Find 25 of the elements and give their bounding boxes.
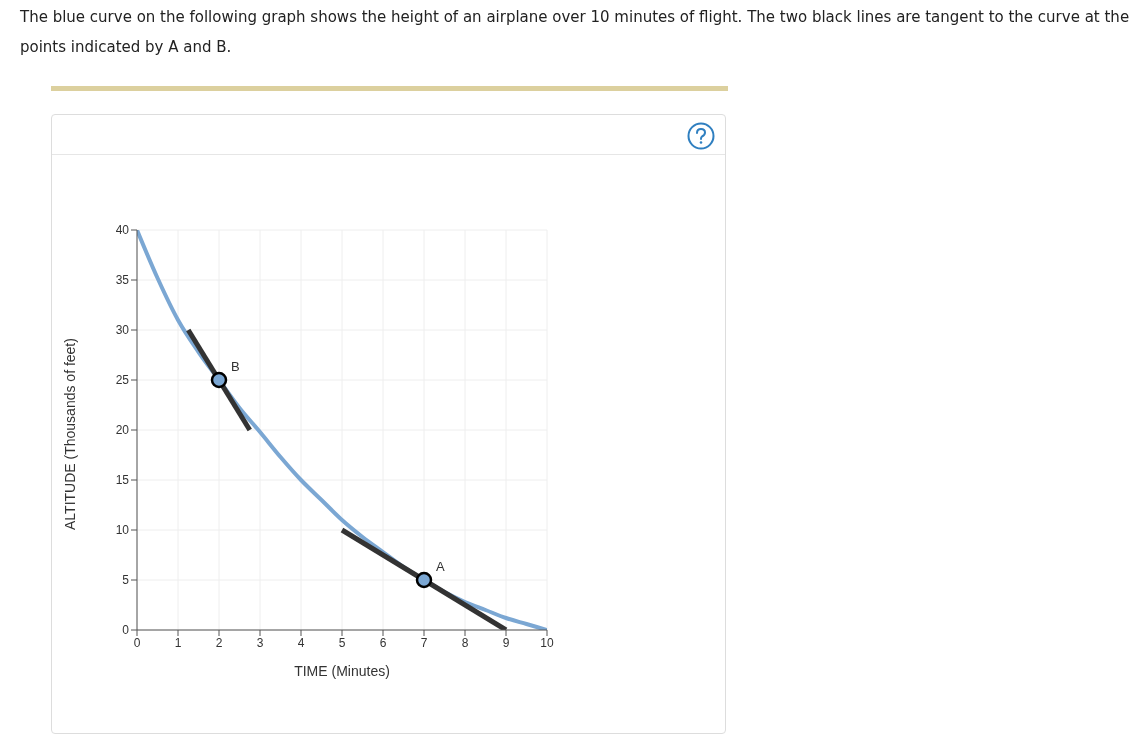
x-tick-label: 6 <box>379 635 387 650</box>
annotation: B <box>231 359 240 374</box>
chart-title: The blue curve on the following graph shows the height of an airplane over 10 minutes of flight. The two black lines are tangent to the curve at the points indicated by A and B. <box>19 7 1131 58</box>
x-tick-label: 4 <box>297 635 305 650</box>
y-tick-label: 30 <box>115 323 130 338</box>
y-tick-label: 35 <box>115 273 130 288</box>
y-tick-label: 15 <box>115 473 130 488</box>
x-axis-title: TIME (Minutes) <box>294 663 390 679</box>
y-tick-label: 10 <box>115 523 130 538</box>
y-tick-label: 25 <box>115 373 130 388</box>
x-tick-label: 3 <box>256 635 264 650</box>
x-tick-label: 1 <box>174 635 182 650</box>
y-tick-label: 40 <box>115 223 130 238</box>
y-tick-label: 5 <box>122 573 130 588</box>
x-tick-label: 8 <box>461 635 469 650</box>
y-tick-label: 0 <box>122 623 130 638</box>
x-tick-label: 9 <box>502 635 510 650</box>
x-tick-label: 2 <box>215 635 223 650</box>
y-axis-title: ALTITUDE (Thousands of feet) <box>61 338 78 530</box>
annotation: A <box>436 559 445 574</box>
x-tick-label: 7 <box>420 635 428 650</box>
x-tick-label: 0 <box>133 635 141 650</box>
x-tick-label: 10 <box>540 635 554 650</box>
y-tick-label: 20 <box>115 423 130 438</box>
x-tick-label: 5 <box>338 635 346 650</box>
